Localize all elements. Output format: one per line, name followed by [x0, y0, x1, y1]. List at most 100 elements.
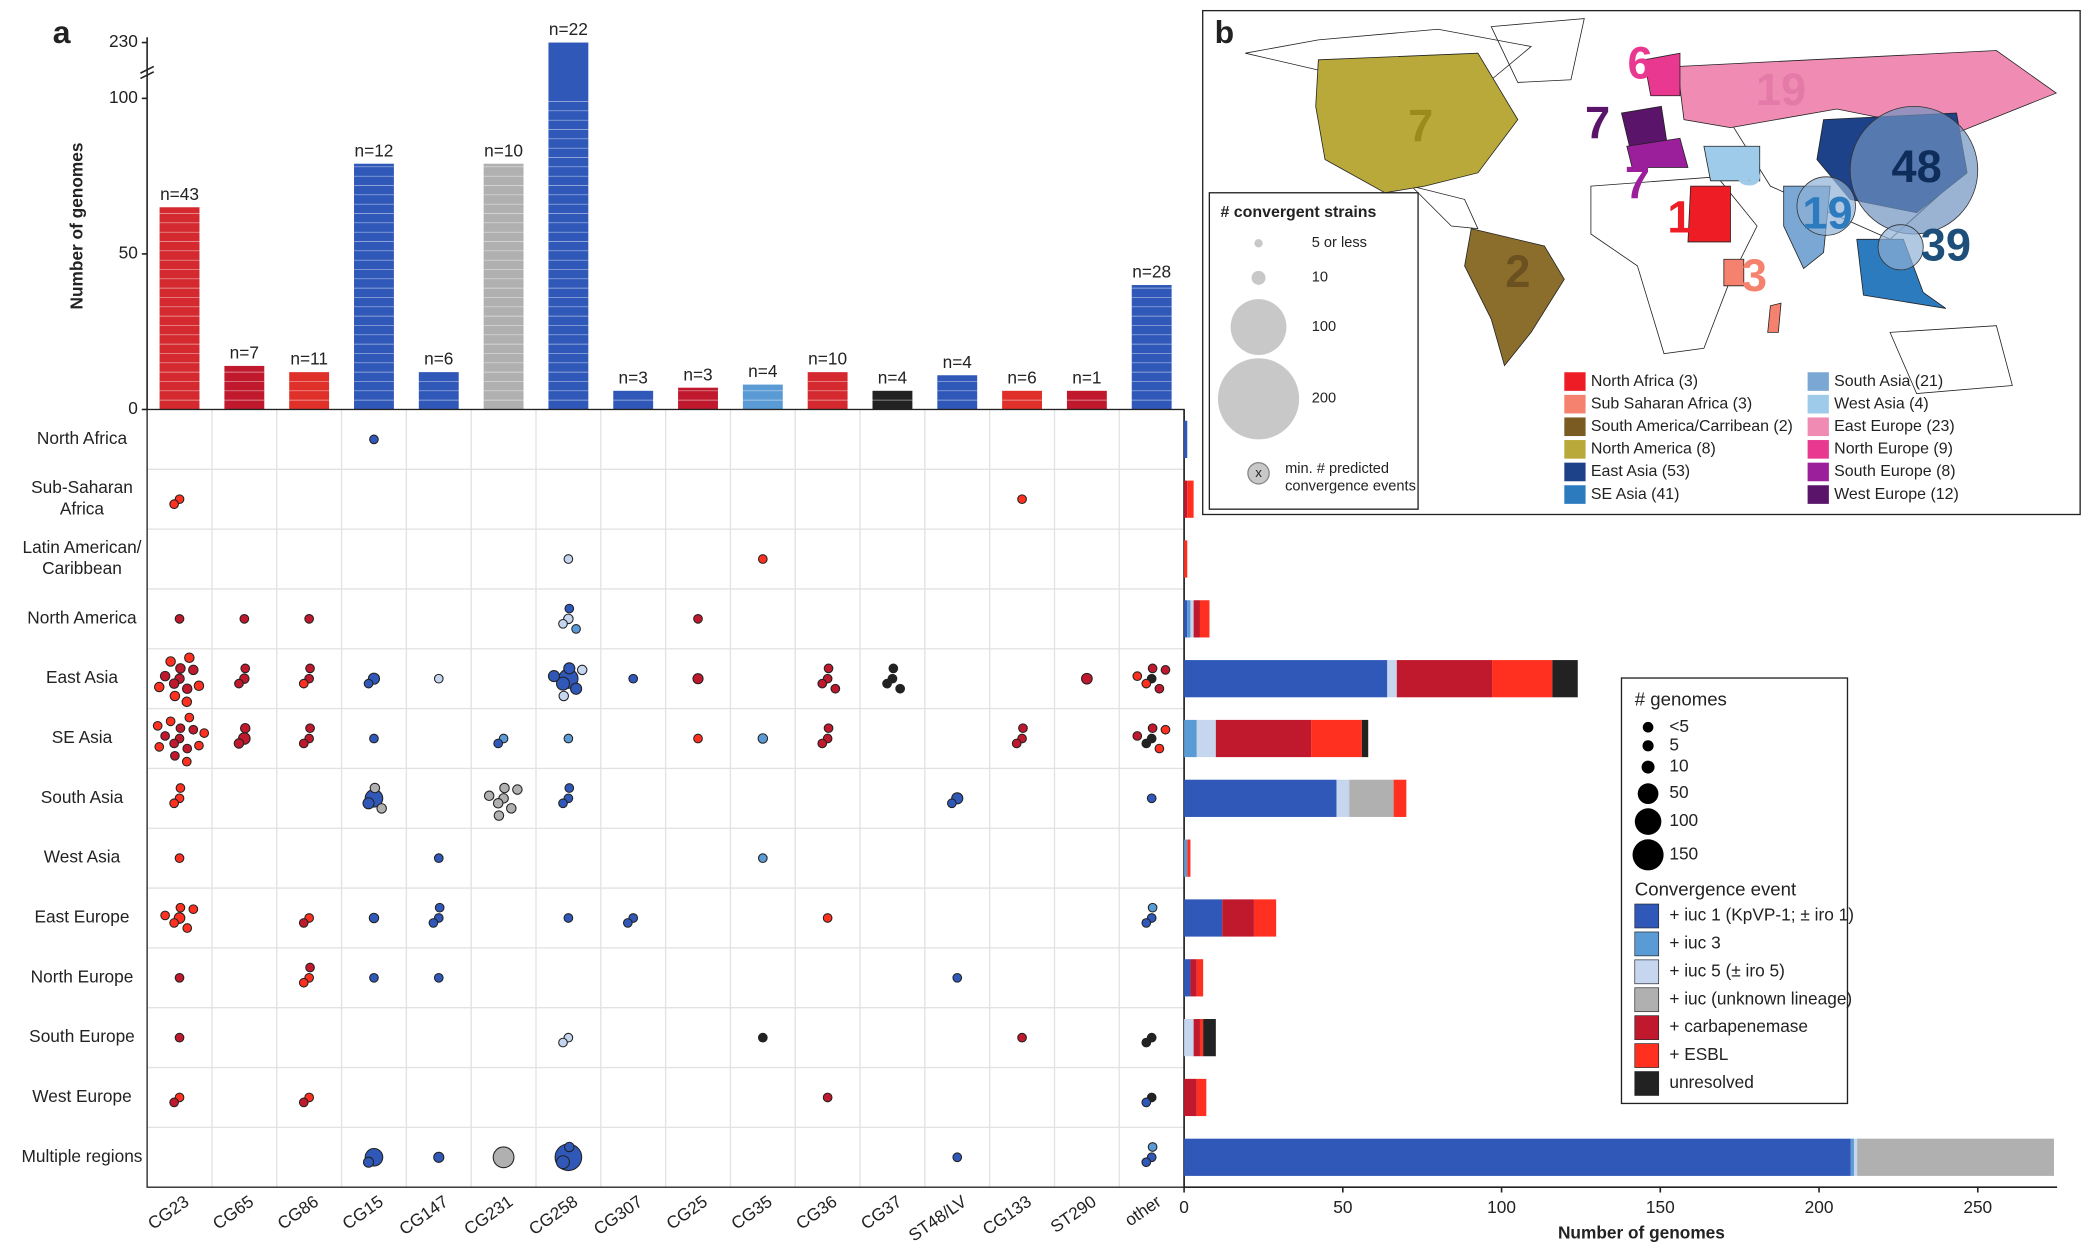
dot: [369, 434, 379, 445]
legend-title: Convergence event: [1635, 879, 1797, 900]
n-label: n=11: [290, 349, 328, 369]
dot: [952, 972, 963, 983]
legend-swatch: [1807, 462, 1829, 482]
legend-swatch: [1564, 440, 1586, 459]
dot: [174, 972, 185, 983]
row-label: East Asia: [46, 667, 118, 687]
legend-label: South Europe (8): [1834, 463, 1955, 480]
row-label: West Asia: [44, 847, 121, 867]
dot: [888, 663, 899, 674]
bar-segment: [1187, 600, 1191, 638]
legend-title: # genomes: [1635, 689, 1727, 710]
row-label: Latin American/: [22, 537, 141, 557]
panel-label: a: [53, 14, 71, 50]
dot: [757, 733, 769, 744]
y-axis-label: Number of genomes: [67, 143, 87, 310]
bar: [354, 163, 394, 410]
legend-event: [1247, 461, 1270, 485]
map-number: 2: [1505, 246, 1530, 297]
dot: [181, 683, 193, 695]
x-tick-label: CG65: [209, 1191, 257, 1233]
x-tick-label: CG25: [662, 1191, 710, 1233]
x-tick-label: 100: [1487, 1197, 1516, 1217]
legend-bubble: [1230, 299, 1287, 355]
dot: [547, 670, 561, 683]
bar-segment: [1184, 1078, 1197, 1117]
map-bubble: [1877, 224, 1924, 271]
dot: [895, 683, 906, 694]
bar-segment: [1184, 839, 1188, 877]
legend-swatch: [1807, 372, 1829, 391]
dot: [184, 652, 195, 664]
dot: [182, 923, 193, 933]
dot: [1132, 731, 1143, 741]
dot: [570, 682, 583, 695]
legend-label: North America (8): [1591, 441, 1716, 458]
dot: [153, 681, 165, 693]
dot: [1141, 738, 1152, 749]
bar-segment: [1199, 600, 1210, 638]
dot: [1154, 683, 1165, 694]
bar-segment: [1196, 959, 1204, 997]
n-label: n=12: [355, 140, 394, 160]
x-tick-label: CG35: [727, 1191, 775, 1233]
dot: [154, 742, 165, 752]
dot: [239, 722, 251, 734]
dot: [558, 690, 570, 702]
legend-swatch: [1634, 1015, 1660, 1040]
dot: [563, 733, 574, 744]
x-tick-label: ST48/LV: [905, 1191, 971, 1245]
dot: [168, 678, 180, 689]
dot: [564, 783, 575, 793]
axis-break: [140, 65, 155, 80]
map-number: 1: [1667, 192, 1692, 243]
dot: [184, 712, 195, 723]
dot: [757, 1032, 768, 1043]
x-tick-label: CG147: [395, 1191, 451, 1239]
dot: [1011, 738, 1022, 749]
dot: [817, 738, 828, 749]
legend-label: 10: [1669, 756, 1688, 776]
dot: [882, 678, 892, 689]
dot: [376, 803, 387, 814]
dot: [823, 723, 834, 734]
dot: [576, 664, 588, 676]
dot: [181, 756, 192, 767]
dot: [182, 743, 193, 754]
legend-label: + iuc (unknown lineage): [1669, 988, 1852, 1008]
legend-swatch: [1564, 485, 1586, 504]
dot: [169, 918, 179, 928]
x-tick-label: CG37: [857, 1191, 905, 1233]
row-label: Africa: [60, 498, 105, 518]
dot: [947, 798, 957, 809]
dot: [558, 1037, 568, 1048]
legend-label: <5: [1669, 716, 1689, 736]
bar-segment: [1190, 959, 1197, 997]
bar-segment: [1349, 779, 1394, 817]
legend-bubble: [1251, 270, 1266, 285]
dot: [233, 738, 245, 749]
dot: [506, 803, 517, 814]
legend-label: convergence events: [1285, 478, 1416, 494]
land-base: [1245, 18, 2013, 394]
dot: [817, 678, 828, 689]
region-south-america: [1464, 228, 1565, 367]
legend-dot: [1637, 783, 1659, 805]
size-legend-box: [1208, 192, 1419, 510]
dot: [555, 676, 571, 691]
legend-label: 10: [1312, 270, 1328, 286]
x-tick-label: 50: [1333, 1197, 1352, 1217]
dot: [174, 853, 185, 864]
dot: [369, 733, 379, 744]
dot: [160, 731, 170, 741]
region-north-africa: [1687, 185, 1731, 243]
x-tick-label: CG15: [338, 1191, 386, 1233]
legend-dot: [1634, 808, 1662, 835]
x-tick-label: 0: [1179, 1197, 1189, 1217]
bar-segment: [1222, 899, 1254, 937]
dot: [1141, 678, 1152, 689]
legend-label: SE Asia (41): [1591, 486, 1680, 503]
dot: [555, 1155, 571, 1170]
bar-segment: [1492, 660, 1553, 698]
